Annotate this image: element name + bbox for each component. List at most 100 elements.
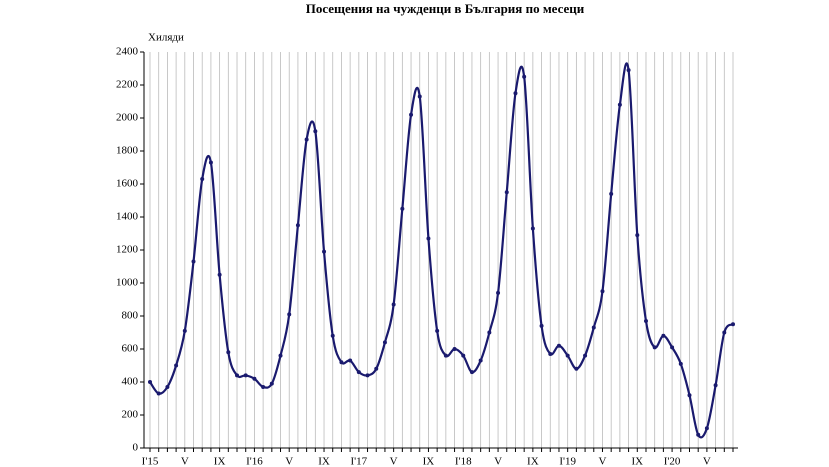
x-tick-label: IX — [214, 456, 226, 467]
data-point — [417, 94, 422, 99]
data-point — [200, 177, 205, 182]
y-tick-label: 400 — [122, 376, 139, 388]
data-point — [322, 249, 327, 254]
data-point — [461, 353, 466, 358]
data-point — [626, 68, 631, 73]
data-point — [731, 322, 735, 327]
data-point — [670, 345, 675, 350]
x-tick-label: IX — [423, 456, 435, 467]
data-point — [269, 381, 274, 386]
x-tick-label: I'17 — [351, 456, 368, 467]
y-tick-label: 1800 — [116, 145, 139, 157]
data-line — [149, 62, 734, 439]
x-tick-label: IX — [527, 456, 539, 467]
x-tick-label: I'20 — [664, 456, 681, 467]
data-point — [278, 353, 283, 358]
data-point — [539, 323, 544, 328]
data-point — [496, 290, 501, 295]
data-point — [261, 384, 266, 389]
x-tick-label: I'18 — [455, 456, 472, 467]
x-tick-label: V — [494, 456, 502, 467]
data-point — [313, 129, 318, 134]
x-tick-label: I'19 — [559, 456, 576, 467]
y-axis-label: Хиляди — [148, 32, 184, 44]
data-point — [522, 74, 527, 79]
x-tick-label: I'16 — [246, 456, 263, 467]
data-point — [330, 333, 335, 338]
data-point — [452, 347, 457, 351]
data-point — [617, 102, 622, 107]
y-tick-label: 2200 — [116, 79, 139, 91]
y-tick-label: 1600 — [116, 178, 139, 190]
y-tick-label: 600 — [122, 343, 139, 355]
data-point — [600, 289, 605, 294]
data-point — [391, 302, 396, 307]
data-point — [643, 318, 648, 323]
data-point — [182, 328, 187, 333]
data-point — [365, 373, 370, 378]
chart-title: Посещения на чужденци в България по месе… — [306, 1, 585, 16]
data-point — [565, 353, 570, 358]
y-tick-label: 800 — [122, 310, 139, 322]
data-point — [609, 191, 614, 196]
data-point — [426, 236, 431, 241]
data-point — [713, 383, 718, 388]
data-point — [722, 330, 727, 335]
data-point — [252, 376, 257, 381]
x-tick-label: V — [703, 456, 711, 467]
data-point — [487, 330, 492, 335]
data-point — [243, 373, 248, 378]
data-point — [652, 345, 657, 350]
data-point — [287, 312, 292, 317]
x-tick-label: V — [390, 456, 398, 467]
data-point — [156, 391, 161, 396]
x-tick-label: V — [285, 456, 293, 467]
data-point — [556, 343, 561, 348]
data-point — [217, 272, 222, 277]
y-tick-label: 1400 — [116, 211, 139, 223]
data-point — [574, 366, 579, 371]
data-point — [295, 223, 300, 228]
data-point — [469, 370, 474, 375]
data-point — [348, 358, 353, 363]
data-point — [661, 333, 666, 338]
data-point — [478, 358, 483, 363]
data-point — [191, 259, 196, 264]
data-point — [356, 370, 361, 375]
x-tick-label: IX — [631, 456, 643, 467]
y-tick-label: 200 — [122, 409, 139, 421]
data-point — [165, 384, 170, 389]
y-tick-label: 0 — [133, 442, 139, 454]
data-point — [513, 91, 518, 96]
y-tick-label: 2000 — [116, 112, 139, 124]
data-point — [704, 426, 709, 431]
data-point — [409, 112, 414, 117]
data-point — [443, 353, 448, 358]
data-point — [530, 226, 535, 231]
data-point — [591, 325, 596, 330]
data-point — [583, 353, 588, 358]
data-point — [374, 366, 379, 371]
data-point — [174, 363, 179, 368]
data-point — [235, 373, 240, 378]
data-point — [504, 190, 509, 195]
data-point — [635, 233, 640, 238]
data-point — [208, 160, 213, 165]
y-tick-label: 1200 — [116, 244, 139, 256]
y-tick-label: 2400 — [116, 46, 139, 58]
data-point — [435, 328, 440, 333]
data-point — [339, 360, 344, 365]
data-point — [226, 350, 231, 355]
data-point — [687, 393, 692, 398]
x-tick-label: I'15 — [142, 456, 159, 467]
data-point — [400, 206, 405, 211]
data-point — [548, 351, 553, 356]
x-tick-label: V — [181, 456, 189, 467]
y-tick-label: 1000 — [116, 277, 139, 289]
x-tick-label: IX — [318, 456, 330, 467]
data-point — [148, 380, 152, 384]
data-point — [304, 137, 309, 142]
x-tick-label: V — [599, 456, 607, 467]
data-point — [382, 340, 387, 345]
